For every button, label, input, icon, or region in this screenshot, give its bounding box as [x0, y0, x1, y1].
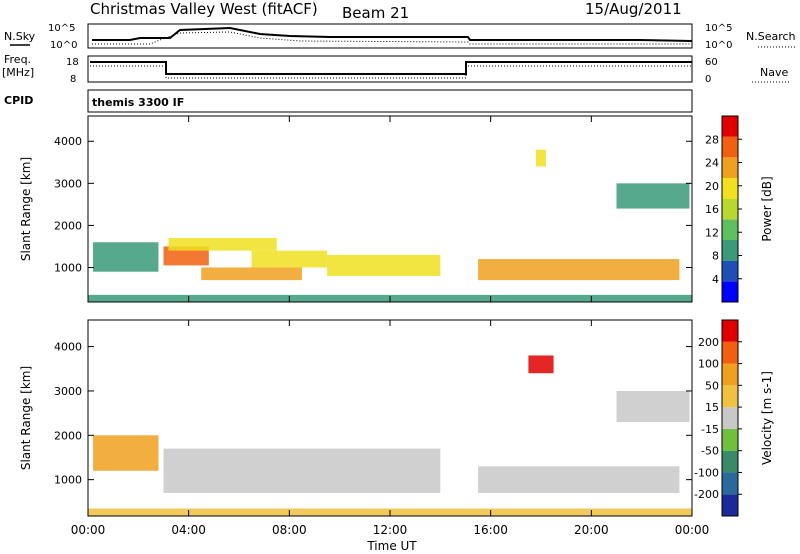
power-colorbar-segment	[722, 219, 738, 240]
power-colorbar-tick-label: 4	[712, 273, 719, 286]
velocity-region	[163, 448, 441, 493]
power-colorbar: 28 24 20 16 12 8 4	[705, 115, 742, 303]
power-colorbar-label: Power [dB]	[760, 176, 774, 241]
x-tick-label: 00:00	[675, 523, 710, 537]
nave-label: Nave	[760, 66, 788, 79]
velocity-colorbar-segment	[722, 385, 738, 408]
x-axis-label: Time UT	[366, 539, 417, 553]
velocity-region	[528, 355, 554, 374]
noise-left-tick-top: 10^5	[48, 23, 75, 34]
freq-panel-frame	[87, 55, 693, 83]
power-ylabel: Slant Range [km]	[19, 157, 33, 261]
velocity-ytick-label: 2000	[54, 429, 82, 442]
freq-tick-top: 18	[66, 57, 79, 68]
nave-trace	[90, 65, 692, 79]
power-colorbar-segment	[722, 281, 738, 302]
power-region	[535, 149, 547, 167]
velocity-colorbar-segment	[722, 363, 738, 386]
freq-tick-bottom: 8	[70, 74, 76, 85]
power-heatmap	[88, 149, 692, 302]
power-region	[251, 250, 328, 268]
velocity-colorbar-segment	[722, 428, 738, 451]
velocity-colorbar-tick-label: -50	[701, 445, 719, 458]
power-colorbar-tick-label: 20	[705, 180, 719, 193]
noise-right-tick-bottom: 10^0	[705, 40, 732, 51]
power-colorbar-segment	[722, 240, 738, 261]
velocity-colorbar-tick-label: -15	[701, 423, 719, 436]
noise-right-label: N.Search	[746, 30, 796, 43]
power-colorbar-segment	[722, 136, 738, 158]
velocity-colorbar-tick-label: 50	[705, 379, 719, 392]
velocity-ylabel: Slant Range [km]	[19, 366, 33, 470]
power-colorbar-segment	[722, 178, 738, 199]
power-colorbar-tick-label: 8	[712, 250, 719, 263]
noise-search-trace	[92, 31, 692, 45]
power-ytick-label: 2000	[54, 219, 82, 232]
date-label: 15/Aug/2011	[585, 0, 682, 18]
noise-panel-frame	[87, 23, 693, 49]
noise-sky-trace	[92, 26, 693, 42]
power-region	[327, 254, 441, 276]
freq-left-label: Freq.	[4, 53, 31, 66]
freq-left-unit: [MHz]	[2, 66, 34, 79]
velocity-colorbar-segment	[722, 320, 738, 342]
velocity-colorbar-tick-label: 100	[698, 358, 719, 371]
power-colorbar-tick-label: 12	[705, 226, 719, 239]
x-tick-label: 12:00	[373, 523, 408, 537]
nave-tick-top: 60	[705, 57, 718, 68]
velocity-colorbar-tick-label: -200	[694, 488, 719, 501]
frequency-trace	[90, 61, 692, 75]
noise-left-tick-bottom: 10^0	[50, 40, 77, 51]
velocity-colorbar-segment	[722, 341, 738, 364]
x-tick-label: 00:00	[71, 523, 106, 537]
velocity-colorbar-tick-label: 15	[705, 401, 719, 414]
power-colorbar-tick-label: 16	[705, 203, 719, 216]
power-colorbar-tick-label: 24	[705, 157, 719, 170]
plot-title: Christmas Valley West (fitACF)	[90, 0, 318, 18]
velocity-colorbar-segment	[722, 450, 738, 473]
power-ytick-label: 3000	[54, 177, 82, 190]
velocity-colorbar: 200 100 50 15 -15 -50 -100 -200	[694, 319, 742, 517]
x-tick-label: 20:00	[574, 523, 609, 537]
nave-tick-bottom: 0	[705, 74, 711, 85]
velocity-ytick-label: 4000	[54, 341, 82, 354]
power-region	[201, 267, 302, 281]
power-region	[93, 242, 159, 272]
velocity-ytick-label: 1000	[54, 474, 82, 487]
noise-right-tick-top: 10^5	[705, 23, 732, 34]
velocity-colorbar-frame	[721, 319, 739, 517]
velocity-region	[93, 435, 159, 471]
power-region	[616, 183, 690, 209]
velocity-region	[478, 466, 680, 493]
power-ytick-label: 4000	[54, 135, 82, 148]
power-ytick-label: 1000	[54, 261, 82, 274]
velocity-colorbar-tick-label: -100	[694, 466, 719, 479]
power-colorbar-segment	[722, 260, 738, 282]
velocity-colorbar-segment	[722, 407, 738, 429]
power-colorbar-segment	[722, 198, 738, 220]
power-colorbar-segment	[722, 157, 738, 178]
velocity-colorbar-segment	[722, 472, 738, 495]
x-tick-label: 08:00	[272, 523, 307, 537]
cpid-panel-frame	[87, 89, 693, 113]
x-tick-label: 16:00	[473, 523, 508, 537]
velocity-colorbar-label: Velocity [m s-1]	[760, 371, 774, 465]
power-region	[163, 246, 209, 266]
power-colorbar-tick-label: 28	[705, 133, 719, 146]
velocity-ytick-label: 3000	[54, 385, 82, 398]
cpid-value: themis 3300 IF	[92, 96, 184, 109]
noise-left-label: N.Sky	[4, 30, 36, 43]
x-tick-label: 04:00	[171, 523, 206, 537]
velocity-colorbar-tick-label: 200	[698, 336, 719, 349]
power-colorbar-segment	[722, 116, 738, 137]
velocity-region	[616, 390, 690, 422]
power-region	[478, 259, 680, 281]
cpid-label: CPID	[4, 94, 33, 107]
beam-label: Beam 21	[342, 4, 409, 22]
velocity-colorbar-segment	[722, 494, 738, 516]
velocity-heatmap	[88, 355, 692, 516]
power-region	[168, 238, 277, 251]
